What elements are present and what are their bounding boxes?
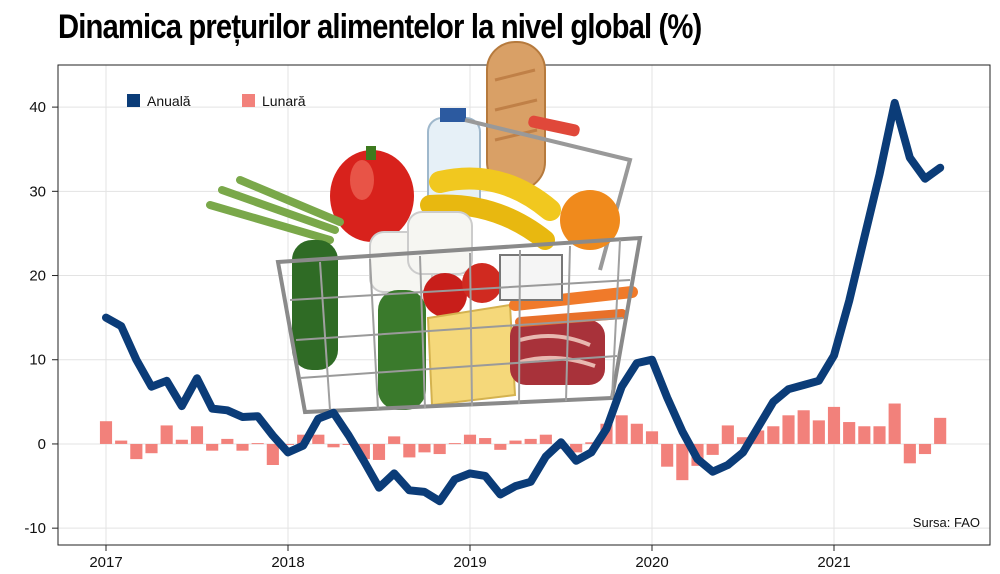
legend: Anuală Lunară (127, 93, 306, 109)
legend-label-annual: Anuală (147, 93, 191, 109)
monthly-bar (585, 442, 598, 444)
grocery-basket-illustration (206, 41, 643, 415)
monthly-bar (236, 443, 249, 451)
legend-label-monthly: Lunară (262, 93, 306, 109)
monthly-bar (327, 443, 340, 448)
y-tick-label: -10 (24, 520, 46, 537)
chart-title: Dinamica prețurilor alimentelor la nivel… (58, 8, 702, 46)
x-tick-label: 2021 (817, 554, 850, 571)
monthly-bar (266, 443, 279, 465)
monthly-bar (479, 438, 492, 444)
x-tick-label: 2017 (89, 554, 122, 571)
monthly-bar (676, 443, 689, 481)
monthly-bar (782, 415, 795, 444)
monthly-bar (858, 426, 871, 444)
monthly-bar (736, 437, 750, 444)
source-note: Sursa: FAO (913, 515, 980, 530)
monthly-bar (767, 426, 780, 444)
monthly-bar (812, 420, 825, 444)
y-tick-label: 20 (29, 268, 46, 285)
x-tick-label: 2018 (271, 554, 304, 571)
monthly-bar (918, 443, 932, 455)
monthly-bar (342, 443, 355, 445)
monthly-bar (539, 434, 552, 444)
monthly-bar (175, 439, 188, 444)
y-axis: 40 30 20 10 0 -10 (24, 99, 58, 537)
monthly-bar (903, 443, 916, 464)
monthly-bar (115, 440, 128, 444)
y-tick-label: 40 (29, 99, 46, 116)
monthly-bar (206, 443, 219, 451)
monthly-bar (145, 443, 158, 454)
y-tick-label: 0 (38, 436, 46, 453)
monthly-bar (934, 417, 947, 444)
legend-swatch-monthly (242, 94, 255, 107)
monthly-bar (570, 443, 583, 453)
monthly-bar (130, 443, 143, 460)
monthly-bar (721, 425, 734, 444)
monthly-bar (645, 431, 659, 444)
monthly-bar (630, 423, 643, 444)
monthly-bar (873, 426, 886, 444)
monthly-bar (388, 436, 401, 444)
monthly-bar (888, 403, 901, 444)
monthly-bar (843, 422, 856, 444)
monthly-bar (615, 415, 628, 444)
monthly-bar (221, 438, 234, 444)
monthly-bar (433, 443, 446, 455)
monthly-bar (372, 443, 386, 460)
monthly-bar (99, 421, 113, 444)
monthly-bar (661, 443, 674, 467)
y-tick-label: 10 (29, 352, 46, 369)
monthly-bar (524, 438, 537, 444)
x-axis: 2017 2018 2019 2020 2021 (89, 545, 851, 571)
monthly-bar (509, 440, 522, 444)
monthly-bar (448, 443, 461, 445)
monthly-bar (494, 443, 507, 450)
annual-series-line (102, 98, 945, 506)
monthly-bar (463, 434, 477, 444)
x-tick-label: 2019 (453, 554, 486, 571)
monthly-bar (281, 443, 295, 445)
monthly-bar (403, 443, 416, 458)
monthly-bar (797, 410, 810, 444)
monthly-bar (190, 426, 204, 444)
monthly-bar (418, 443, 431, 453)
legend-swatch-annual (127, 94, 140, 107)
monthly-bar (160, 425, 173, 444)
y-tick-label: 30 (29, 183, 46, 200)
monthly-bar (312, 434, 325, 444)
monthly-bars (99, 403, 947, 481)
monthly-bar (827, 406, 841, 444)
monthly-bar (251, 443, 264, 445)
x-tick-label: 2020 (635, 554, 668, 571)
monthly-bar (706, 443, 719, 455)
